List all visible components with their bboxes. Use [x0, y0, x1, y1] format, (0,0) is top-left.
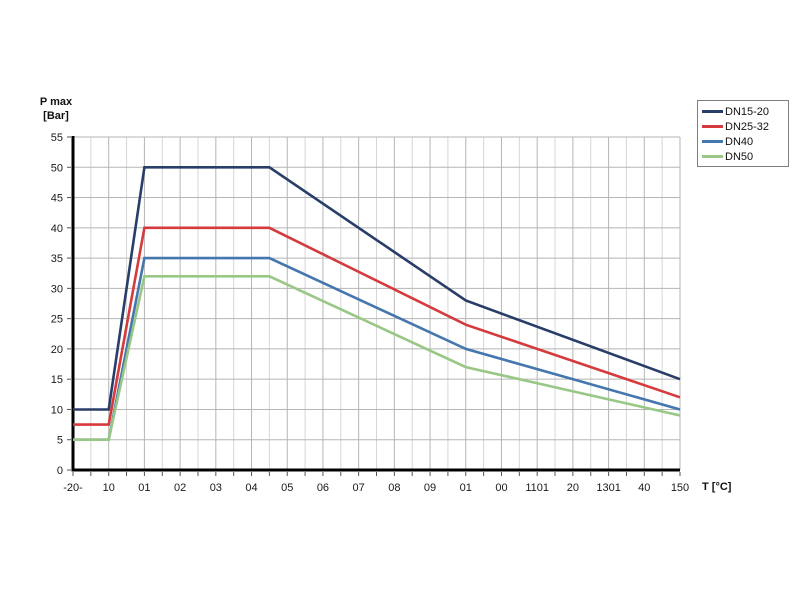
series-line-dn15-20 [73, 166, 681, 411]
y-tick-label: 15 [51, 374, 63, 386]
legend-item: DN40 [702, 134, 784, 149]
x-tick-label: 02 [174, 482, 186, 494]
x-tick-label: 01 [138, 482, 150, 494]
x-tick-label: 150 [671, 482, 689, 494]
x-tick-label: 03 [210, 482, 222, 494]
x-tick-label: 09 [424, 482, 436, 494]
x-tick-label: 10 [103, 482, 115, 494]
legend-line-sample [702, 125, 723, 128]
y-tick-label: 40 [51, 223, 63, 235]
x-tick-label: 40 [638, 482, 650, 494]
x-tick-label: 1101 [525, 482, 549, 494]
legend: DN15-20 DN25-32 DN40 DN50 [697, 100, 789, 167]
y-tick-label: 55 [51, 132, 63, 144]
x-tick-label: 04 [245, 482, 257, 494]
x-tick-label: 08 [388, 482, 400, 494]
x-tick-label: 07 [353, 482, 365, 494]
legend-label: DN25-32 [725, 120, 770, 133]
y-tick-label: 25 [51, 314, 63, 326]
y-tick-label: 35 [51, 253, 63, 265]
legend-label: DN40 [725, 135, 754, 148]
y-tick-label: 20 [51, 344, 63, 356]
series-line-dn50 [73, 274, 681, 442]
x-tick-label: -20- [63, 482, 83, 494]
x-tick-label: 01 [460, 482, 472, 494]
y-axis-title-line1: P max [39, 96, 73, 108]
x-tick-label: 00 [495, 482, 507, 494]
legend-label: DN50 [725, 150, 754, 163]
legend-label: DN15-20 [725, 105, 770, 118]
x-tick-label: 06 [317, 482, 329, 494]
series-line-dn25-32 [73, 226, 681, 426]
x-tick-label: 05 [281, 482, 293, 494]
y-tick-label: 0 [57, 465, 63, 477]
legend-line-sample [702, 110, 723, 113]
legend-line-sample [702, 155, 723, 158]
legend-item: DN15-20 [702, 104, 784, 119]
legend-line-sample [702, 140, 723, 143]
x-tick-label: 1301 [596, 482, 620, 494]
y-tick-label: 45 [51, 193, 63, 205]
x-axis-title: T [°C] [702, 481, 732, 493]
y-tick-label: 10 [51, 404, 63, 416]
y-tick-label: 5 [57, 435, 63, 447]
y-tick-label: 50 [51, 162, 63, 174]
y-axis-title: P max [Bar] [30, 95, 82, 123]
legend-item: DN25-32 [702, 119, 784, 134]
y-tick-label: 30 [51, 283, 63, 295]
legend-item: DN50 [702, 149, 784, 164]
y-axis-title-line2: [Bar] [43, 110, 69, 122]
x-tick-label: 20 [567, 482, 579, 494]
